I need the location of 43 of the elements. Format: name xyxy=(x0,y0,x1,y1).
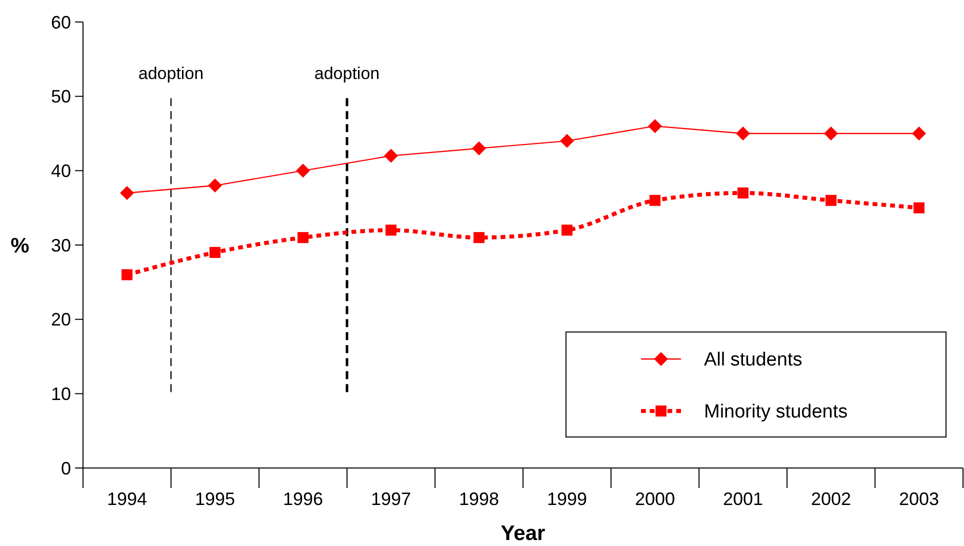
x-tick-label: 2003 xyxy=(898,489,940,509)
point xyxy=(208,178,222,193)
point xyxy=(560,134,574,148)
point xyxy=(472,141,486,156)
x-tick-label: 1998 xyxy=(458,489,500,509)
point xyxy=(474,232,484,244)
y-tick-label: 40 xyxy=(50,160,71,181)
point xyxy=(120,186,134,200)
x-tick-label: 2002 xyxy=(810,489,852,509)
x-tick-label: 1997 xyxy=(370,489,412,509)
y-tick-label: 30 xyxy=(50,235,71,256)
x-tick-label: 1994 xyxy=(106,489,148,509)
ref-line-label: adoption xyxy=(138,64,204,83)
point xyxy=(298,232,308,244)
y-axis-title: % xyxy=(10,234,30,258)
legend-label: All students xyxy=(704,350,802,371)
point xyxy=(648,119,662,134)
point xyxy=(296,164,310,178)
x-tick-label: 1996 xyxy=(282,489,324,509)
point xyxy=(824,126,838,140)
x-tick-label: 2001 xyxy=(722,489,764,509)
ref-line-label: adoption xyxy=(314,64,380,83)
legend-label: Minority students xyxy=(704,402,848,423)
x-tick-label: 1999 xyxy=(546,489,588,509)
y-tick-label: 60 xyxy=(50,12,71,32)
y-tick-label: 0 xyxy=(60,458,71,478)
y-tick-label: 20 xyxy=(50,310,71,330)
y-tick-label: 10 xyxy=(50,384,71,404)
x-axis-title: Year xyxy=(500,522,546,545)
point xyxy=(826,194,836,206)
point xyxy=(122,269,132,280)
point xyxy=(562,224,572,236)
point xyxy=(912,126,926,140)
point xyxy=(738,187,748,198)
x-tick-label: 2000 xyxy=(634,489,676,509)
y-tick-label: 50 xyxy=(50,86,71,107)
point xyxy=(650,194,660,206)
x-tick-label: 1995 xyxy=(194,489,236,509)
point xyxy=(736,126,750,140)
point xyxy=(210,246,220,258)
point xyxy=(384,148,398,163)
point xyxy=(386,224,396,236)
point xyxy=(914,202,924,214)
